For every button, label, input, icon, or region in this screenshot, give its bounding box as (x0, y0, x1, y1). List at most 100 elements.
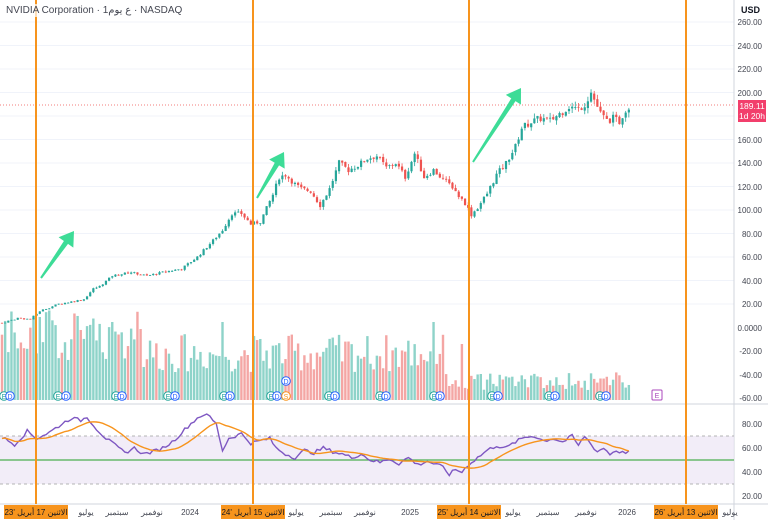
candle-body (76, 300, 79, 302)
candle-body (211, 239, 215, 244)
volume-bar (341, 361, 344, 400)
candle-body (615, 114, 618, 118)
volume-bar (596, 382, 599, 400)
time-tick: 2026 (618, 508, 636, 517)
price-tick: 160.00 (738, 136, 763, 145)
candle-body (589, 92, 593, 102)
candle-body (177, 269, 180, 271)
volume-bar (438, 353, 442, 400)
volume-bar (378, 356, 382, 400)
candle-body (180, 269, 183, 271)
volume-bar (400, 350, 404, 400)
candle-body (186, 263, 189, 266)
volume-bar (237, 360, 240, 400)
candle-body (7, 320, 10, 323)
volume-bar (476, 374, 479, 400)
vertical-line-label: الاثنين 15 أبريل '24 (221, 506, 284, 517)
volume-bar (101, 352, 104, 400)
volume-bar (262, 360, 265, 400)
volume-bar (66, 359, 70, 400)
candle-body (16, 317, 19, 320)
time-tick: يوليو (287, 508, 303, 517)
volume-bar (22, 348, 26, 400)
candle-body (549, 117, 552, 119)
currency-unit[interactable]: USD (740, 5, 760, 15)
volume-bar (511, 376, 514, 400)
price-axis[interactable]: 260.00240.00220.00200.00180.00160.00140.… (738, 18, 763, 501)
time-tick: يوليو (721, 508, 737, 517)
volume-bar (353, 371, 356, 400)
volume-bar (7, 352, 10, 400)
candle-body (441, 177, 445, 179)
candle-body (445, 178, 448, 180)
candle-body (256, 221, 259, 224)
price-tick: 100.00 (738, 206, 763, 215)
volume-bar (482, 389, 486, 400)
symbol-header[interactable]: NVIDIA Corporation · 1ع يوم · NASDAQ (4, 4, 185, 17)
volume-bar (199, 351, 202, 400)
price-tick: 0.0000 (738, 324, 763, 333)
volume-bar (441, 334, 445, 400)
volume-bar (44, 312, 48, 400)
event-marker-letter: E (114, 394, 119, 401)
candle-body (57, 303, 60, 305)
interval-label[interactable]: 1ع يوم (102, 5, 132, 16)
candle-body (407, 171, 410, 179)
candle-body (155, 274, 158, 275)
volume-bar (278, 343, 281, 400)
volume-bar (608, 385, 612, 400)
volume-bar (432, 322, 435, 400)
volume-bar (539, 377, 542, 400)
candle-body (111, 276, 114, 278)
event-marker-letter: D (495, 394, 500, 401)
volume-bar (407, 340, 410, 400)
volume-bar (189, 357, 193, 400)
candle-body (375, 156, 378, 160)
candle-body (193, 259, 196, 262)
candle-body (224, 225, 227, 231)
volume-bar (567, 373, 571, 400)
candle-body (315, 197, 319, 203)
candle-body (70, 301, 73, 303)
volume-bar (218, 356, 221, 400)
candle-body (423, 170, 426, 179)
volume-bar (205, 368, 208, 400)
candle-body (356, 167, 360, 169)
volume-bar (580, 387, 583, 400)
candle-body (240, 211, 243, 214)
volume-bar (0, 334, 4, 400)
candle-body (104, 280, 108, 285)
candle-body (265, 206, 268, 215)
event-marker-icon (550, 391, 560, 401)
event-marker-letter: E (598, 394, 603, 401)
volume-bar (309, 353, 312, 400)
candle-body (117, 274, 120, 276)
volume-bar (85, 326, 89, 400)
volume-bar (170, 363, 174, 400)
candle-body (501, 168, 504, 169)
volume-bar (426, 361, 429, 400)
symbol-title[interactable]: NVIDIA Corporation (6, 5, 94, 16)
volume-bar (54, 325, 57, 400)
volume-bar (41, 342, 45, 400)
candle-body (618, 116, 621, 125)
volume-bar (593, 378, 596, 400)
volume-bar (249, 371, 253, 400)
candle-body (558, 112, 561, 118)
candle-body (533, 118, 536, 124)
candle-body (476, 209, 479, 212)
candle-body (142, 274, 145, 276)
volume-bar (523, 379, 527, 400)
candle-body (230, 215, 234, 220)
time-axis[interactable]: يوليو سبتمبر نوفمبر 2024 يوليو سبتمبر نوفمبر 20… (77, 508, 737, 517)
volume-bar (26, 348, 29, 400)
volume-bar (347, 341, 350, 400)
candle-body (555, 116, 558, 121)
volume-bar (224, 356, 227, 400)
candle-body (495, 173, 498, 184)
vertical-lines[interactable]: الاثنين 17 أبريل '23 الاثنين 15 أبريل '24… (4, 0, 718, 519)
event-marker-letter: D (603, 394, 608, 401)
rsi-pane (0, 435, 734, 485)
